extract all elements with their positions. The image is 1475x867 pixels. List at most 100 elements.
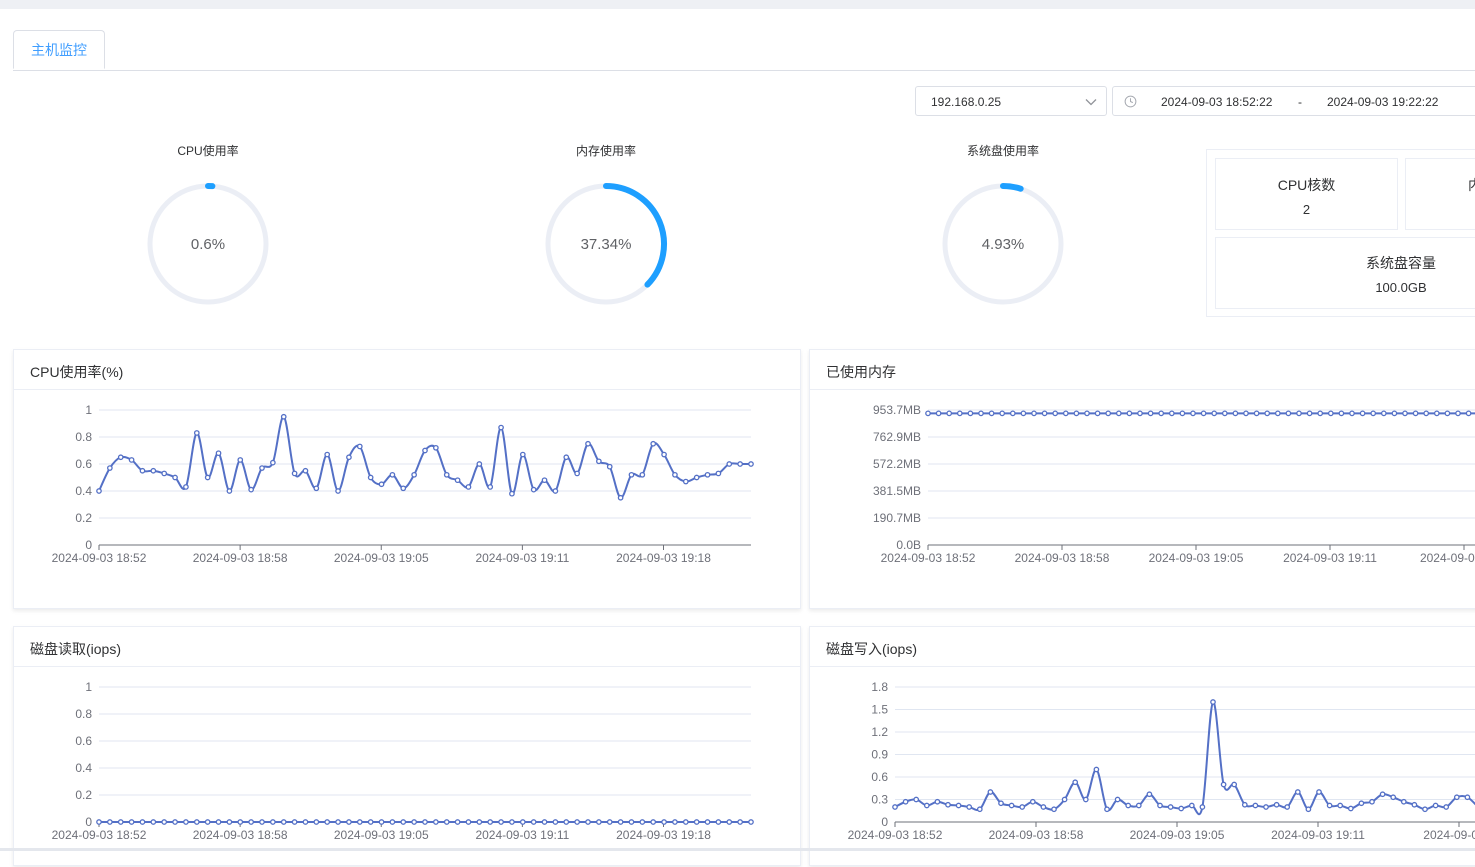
data-point (173, 475, 177, 479)
panel-header: 已使用内存 (810, 350, 1475, 390)
panel-header: 磁盘写入(iops) (810, 627, 1475, 667)
data-point (249, 820, 253, 824)
panel-header: CPU使用率(%) (14, 350, 800, 390)
data-point (1106, 411, 1110, 415)
data-point (1084, 797, 1088, 801)
data-point (564, 820, 568, 824)
data-point (325, 452, 329, 456)
gauge-title: CPU使用率 (118, 142, 298, 159)
data-point (1254, 411, 1258, 415)
data-point (260, 466, 264, 470)
data-point (477, 462, 481, 466)
data-point (227, 820, 231, 824)
y-tick-label: 0.6 (75, 457, 92, 471)
data-point (1159, 411, 1163, 415)
tab-host-monitor[interactable]: 主机监控 (13, 30, 105, 69)
memory-usage-gauge: 内存使用率 37.34% (516, 140, 696, 315)
gauge-value: 37.34% (516, 236, 696, 253)
data-point (1009, 803, 1013, 807)
x-tick-label: 2024-09-03 19:1 (1420, 551, 1475, 565)
data-point (1371, 411, 1375, 415)
data-point (738, 462, 742, 466)
date-range-picker[interactable]: 2024-09-03 18:52:22 - 2024-09-03 19:22:2… (1112, 86, 1475, 116)
data-point (1297, 411, 1301, 415)
data-point (1191, 411, 1195, 415)
data-point (510, 492, 514, 496)
data-point (1168, 805, 1172, 809)
data-point (662, 820, 666, 824)
data-point (1190, 803, 1194, 807)
data-point (1329, 411, 1333, 415)
data-point (936, 411, 940, 415)
y-tick-label: 190.7MB (873, 511, 921, 525)
y-tick-label: 0 (881, 815, 888, 829)
cpu-cores-card: CPU核数 2 (1215, 158, 1398, 230)
data-point (1147, 792, 1151, 796)
data-point (1053, 411, 1057, 415)
data-point (979, 411, 983, 415)
y-tick-label: 1.8 (871, 680, 888, 694)
data-point (488, 820, 492, 824)
data-point (1179, 806, 1183, 810)
data-point (1062, 797, 1066, 801)
disk-capacity-value: 100.0GB (1252, 280, 1475, 295)
data-point (1424, 411, 1428, 415)
data-point (455, 820, 459, 824)
data-point (1392, 411, 1396, 415)
data-point (967, 805, 971, 809)
data-point (173, 820, 177, 824)
data-point (1402, 800, 1406, 804)
data-point (260, 820, 264, 824)
data-point (968, 411, 972, 415)
end-time-input[interactable]: 2024-09-03 19:22:22 (1327, 95, 1438, 109)
x-tick-label: 2024-09-03 18:52 (52, 828, 147, 842)
data-point (716, 820, 720, 824)
data-point (303, 820, 307, 824)
data-point (195, 431, 199, 435)
data-point (629, 473, 633, 477)
y-tick-label: 953.7MB (873, 403, 921, 417)
host-select-value: 192.168.0.25 (931, 95, 1001, 109)
data-point (608, 820, 612, 824)
x-tick-label: 2024-09-03 19:11 (475, 828, 569, 842)
data-point (390, 473, 394, 477)
data-point (673, 820, 677, 824)
data-point (575, 471, 579, 475)
data-point (271, 460, 275, 464)
y-tick-label: 0.2 (75, 788, 92, 802)
data-point (108, 820, 112, 824)
data-point (140, 469, 144, 473)
data-point (575, 820, 579, 824)
data-point (227, 489, 231, 493)
x-tick-label: 2024-09-03 19:05 (334, 551, 429, 565)
data-point (1021, 411, 1025, 415)
data-point (423, 448, 427, 452)
data-point (119, 820, 123, 824)
x-tick-label: 2024-09-03 19:05 (1130, 828, 1225, 842)
y-tick-label: 0 (85, 538, 92, 552)
gauge-title: 系统盘使用率 (913, 142, 1093, 159)
disk-usage-gauge: 系统盘使用率 4.93% (913, 140, 1093, 315)
data-point (1465, 795, 1469, 799)
data-point (521, 452, 525, 456)
data-point (1212, 411, 1216, 415)
data-point (379, 482, 383, 486)
data-point (1000, 411, 1004, 415)
host-select[interactable]: 192.168.0.25 (915, 86, 1107, 116)
data-point (1211, 700, 1215, 704)
disk-capacity-label: 系统盘容量 (1252, 253, 1475, 273)
data-point (162, 820, 166, 824)
data-point (705, 820, 709, 824)
data-point (445, 820, 449, 824)
data-point (978, 807, 982, 811)
gauge-title: 内存使用率 (516, 142, 696, 159)
y-tick-label: 0.4 (75, 761, 92, 775)
data-point (1380, 792, 1384, 796)
data-point (368, 475, 372, 479)
x-tick-label: 2024-09-03 18:52 (848, 828, 943, 842)
start-time-input[interactable]: 2024-09-03 18:52:22 (1161, 95, 1272, 109)
data-point (1444, 805, 1448, 809)
x-tick-label: 2024-09-03 19:05 (1149, 551, 1244, 565)
